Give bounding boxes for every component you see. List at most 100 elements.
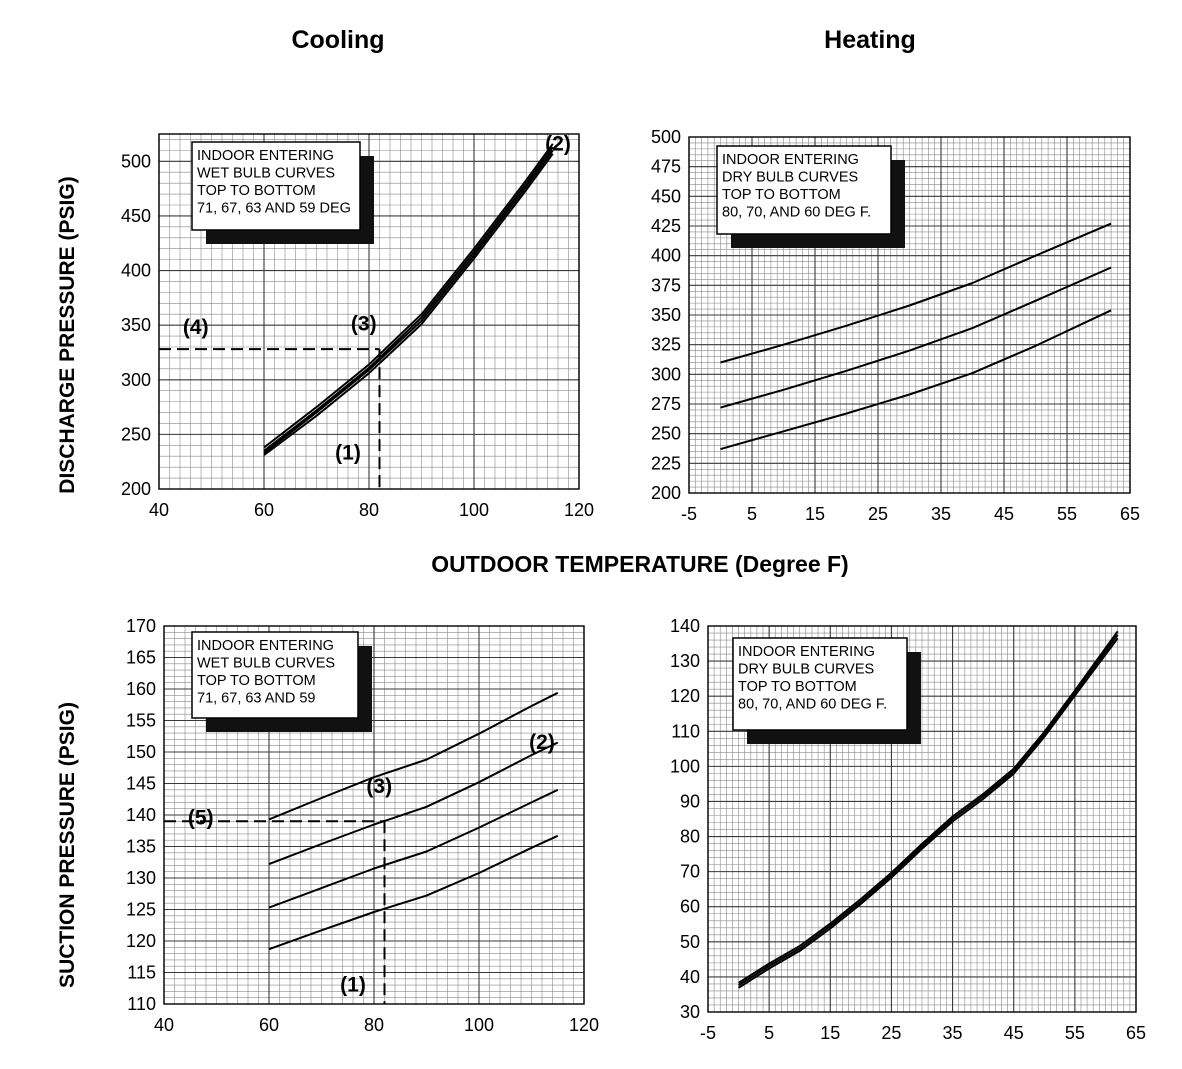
legend-text: 71, 67, 63 AND 59 <box>197 691 316 707</box>
annotation-label: (2) <box>545 132 571 155</box>
y-tick-label: 475 <box>651 157 681 177</box>
y-tick-label: 140 <box>670 616 700 636</box>
legend-text: INDOOR ENTERING <box>197 148 334 164</box>
x-axis-label: OUTDOOR TEMPERATURE (Degree F) <box>431 551 849 577</box>
legend-text: WET BULB CURVES <box>197 656 335 672</box>
x-tick-label: 45 <box>994 504 1014 524</box>
y-tick-label: 300 <box>651 364 681 384</box>
annotation-label: (2) <box>529 731 555 754</box>
y-tick-label: 160 <box>126 679 156 699</box>
series-line-71 <box>263 143 554 449</box>
series-line-59 <box>263 153 554 456</box>
x-tick-label: 55 <box>1057 504 1077 524</box>
x-tick-label: 120 <box>569 1015 599 1035</box>
series-line-80 <box>738 630 1119 984</box>
x-tick-label: 60 <box>259 1015 279 1035</box>
x-tick-label: 25 <box>868 504 888 524</box>
x-tick-label: 55 <box>1065 1023 1085 1043</box>
y-tick-label: 200 <box>651 483 681 503</box>
y-tick-label: 120 <box>670 686 700 706</box>
y-tick-label: 350 <box>121 315 151 335</box>
y-tick-label: 165 <box>126 648 156 668</box>
y-tick-label: 125 <box>126 900 156 920</box>
y-tick-label: 300 <box>121 370 151 390</box>
x-tick-label: 5 <box>747 504 757 524</box>
y-tick-label: 135 <box>126 837 156 857</box>
x-tick-label: 100 <box>459 500 489 520</box>
y-tick-label: 140 <box>126 805 156 825</box>
series-line-60 <box>738 637 1119 989</box>
legend-text: TOP TO BOTTOM <box>197 673 316 689</box>
annotation-label: (5) <box>188 806 214 829</box>
legend-text: 71, 67, 63 AND 59 DEG <box>197 201 351 217</box>
y-tick-label: 250 <box>121 424 151 444</box>
x-tick-label: 35 <box>943 1023 963 1043</box>
heating-title: Heating <box>824 26 916 54</box>
y-tick-label: 400 <box>121 261 151 281</box>
annotation-label: (4) <box>183 316 209 339</box>
plot-frame <box>688 136 1131 494</box>
y-tick-label: 70 <box>680 862 700 882</box>
x-tick-label: 35 <box>931 504 951 524</box>
x-tick-label: 65 <box>1126 1023 1146 1043</box>
legend-box <box>191 141 361 231</box>
y-tick-label: 100 <box>670 756 700 776</box>
x-tick-label: 45 <box>1004 1023 1024 1043</box>
plot-frame <box>158 133 580 490</box>
series-line-70 <box>738 634 1119 987</box>
plot-frame <box>163 625 585 1005</box>
x-tick-label: 120 <box>564 500 594 520</box>
x-tick-label: 5 <box>764 1023 774 1043</box>
x-tick-label: 15 <box>820 1023 840 1043</box>
y-tick-label: 115 <box>127 963 156 983</box>
legend-text: TOP TO BOTTOM <box>197 183 316 199</box>
series-line-70 <box>720 266 1112 409</box>
y-tick-label: 450 <box>121 206 151 226</box>
series-line-63 <box>263 149 554 454</box>
y-tick-label: 450 <box>651 186 681 206</box>
y-tick-label: 375 <box>651 275 681 295</box>
y-tick-label: 350 <box>651 305 681 325</box>
chart-heat_dis: -5 5 15 25 35 45 55 65 200 225 250 275 300 325 350 375 4… <box>651 127 1140 524</box>
y-tick-label: 80 <box>680 827 700 847</box>
legend-text: INDOOR ENTERING <box>197 638 334 654</box>
y-tick-label: 130 <box>670 651 700 671</box>
x-tick-label: 40 <box>154 1015 174 1035</box>
y-tick-label: 40 <box>680 967 700 987</box>
y-tick-label: 170 <box>126 616 156 636</box>
legend-text: DRY BULB CURVES <box>738 662 874 678</box>
cooling-title: Cooling <box>291 26 385 54</box>
annotation-label: (1) <box>335 442 361 465</box>
legend-box <box>191 631 359 719</box>
y-tick-label: 155 <box>126 711 156 731</box>
legend-text: INDOOR ENTERING <box>722 152 859 168</box>
y-tick-label: 400 <box>651 246 681 266</box>
series-line-63 <box>268 788 559 909</box>
x-tick-label: 80 <box>364 1015 384 1035</box>
y-tick-label: 275 <box>651 394 681 414</box>
legend-box <box>716 145 892 235</box>
chart-heat_suc: -5 5 15 25 35 45 55 65 30 40 50 60 70 80 90 100 110 120 13… <box>670 616 1146 1043</box>
series-line-71 <box>268 691 559 821</box>
y-tick-label: 130 <box>126 868 156 888</box>
y-tick-label: 325 <box>651 335 681 355</box>
y-tick-label: 110 <box>127 994 156 1014</box>
y-tick-label: 200 <box>121 479 151 499</box>
legend-text: 80, 70, AND 60 DEG F. <box>722 205 871 221</box>
legend-box <box>732 637 908 731</box>
series-line-80 <box>720 222 1112 364</box>
y-tick-label: 250 <box>651 424 681 444</box>
legend-text: WET BULB CURVES <box>197 166 335 182</box>
x-tick-label: -5 <box>700 1023 716 1043</box>
legend-text: DRY BULB CURVES <box>722 170 858 186</box>
y-tick-label: 120 <box>126 931 156 951</box>
x-tick-label: 65 <box>1120 504 1140 524</box>
legend-text: TOP TO BOTTOM <box>738 679 857 695</box>
y-tick-label: 425 <box>651 216 681 236</box>
y-tick-label: 145 <box>126 774 156 794</box>
y-tick-label: 500 <box>651 127 681 147</box>
y-tick-label: 500 <box>121 151 151 171</box>
x-tick-label: 80 <box>359 500 379 520</box>
x-tick-label: 25 <box>881 1023 901 1043</box>
